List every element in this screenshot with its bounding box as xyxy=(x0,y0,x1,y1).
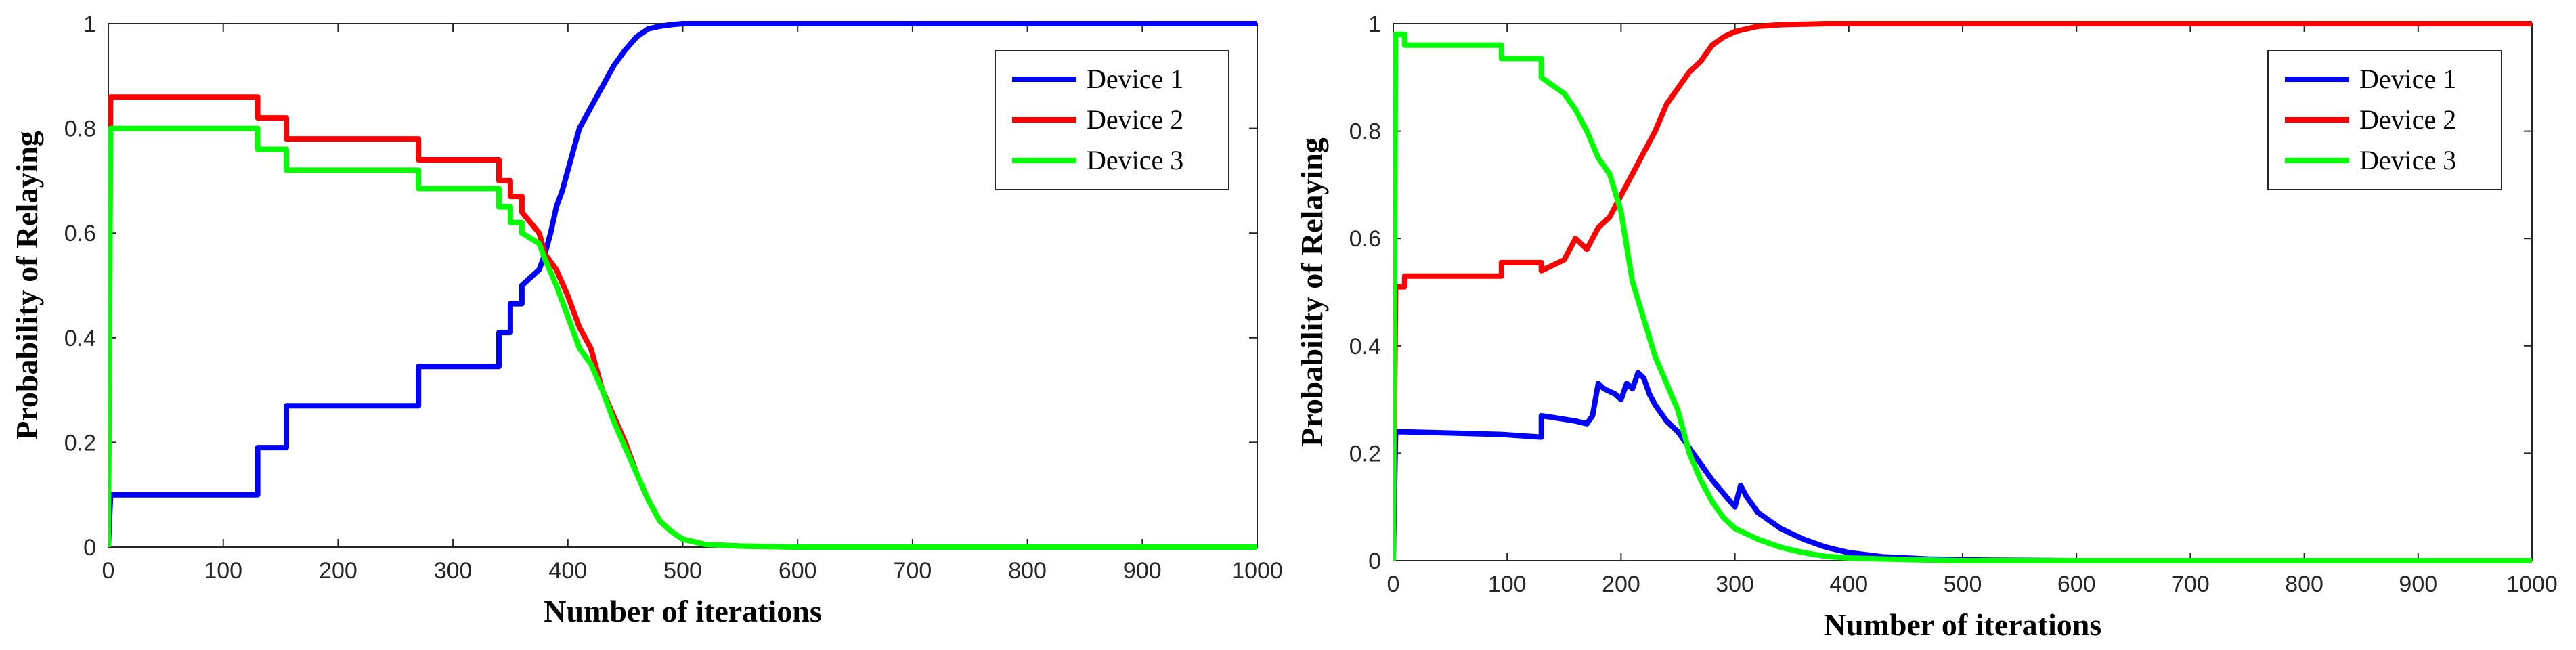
x-tick-label: 900 xyxy=(2399,571,2437,597)
x-tick-label: 0 xyxy=(1387,571,1400,597)
legend-label: Device 2 xyxy=(2359,104,2456,135)
x-tick-label: 200 xyxy=(1602,571,1640,597)
x-tick-label: 200 xyxy=(319,558,357,584)
y-tick-label: 1 xyxy=(83,12,96,37)
x-tick-label: 400 xyxy=(1829,571,1868,597)
y-tick-label: 0.6 xyxy=(64,221,96,246)
x-tick-label: 600 xyxy=(779,558,817,584)
series-line-device-3 xyxy=(108,125,1257,550)
y-tick-label: 0.8 xyxy=(64,116,96,142)
right-chart-panel: 0 100 200 300 400 500 600 700 800 900 1000 0 0.2 0.4 0… xyxy=(1294,12,2558,642)
x-tick-label: 300 xyxy=(434,558,473,584)
x-axis-label: Number of iterations xyxy=(1824,607,2102,642)
y-tick-label: 0 xyxy=(1368,548,1381,574)
x-axis-label: Number of iterations xyxy=(544,594,822,628)
x-tick-label: 1000 xyxy=(2506,571,2558,597)
x-tick-label: 500 xyxy=(1944,571,1982,597)
legend-label: Device 1 xyxy=(2359,64,2456,94)
series-group xyxy=(108,21,1257,550)
y-tick-label: 0.2 xyxy=(1349,441,1381,467)
legend-label: Device 1 xyxy=(1087,64,1183,94)
legend: Device 1 Device 2 Device 3 xyxy=(995,50,1229,190)
y-tick-label: 0 xyxy=(83,535,96,561)
y-tick-label: 0.8 xyxy=(1349,119,1381,145)
series-line-device-3 xyxy=(1393,31,2532,563)
x-tick-label: 100 xyxy=(204,558,242,584)
y-axis-label: Probability of Relaying xyxy=(1294,137,1329,447)
y-tick-label: 0.4 xyxy=(64,326,96,351)
x-tick-label: 700 xyxy=(894,558,932,584)
x-tick-label: 300 xyxy=(1716,571,1754,597)
x-tick-label: 700 xyxy=(2171,571,2210,597)
legend-label: Device 2 xyxy=(1087,104,1183,135)
x-tick-label: 100 xyxy=(1488,571,1527,597)
y-tick-label: 0.2 xyxy=(64,430,96,456)
x-tick-label: 400 xyxy=(548,558,587,584)
x-tick-label: 0 xyxy=(102,558,115,584)
y-tick-label: 0.4 xyxy=(1349,334,1381,360)
x-tick-label: 1000 xyxy=(1231,558,1283,584)
y-tick-label: 1 xyxy=(1368,12,1381,37)
x-tick-label: 600 xyxy=(2057,571,2096,597)
x-tick-label: 900 xyxy=(1123,558,1162,584)
x-tick-label: 500 xyxy=(663,558,702,584)
left-chart-panel: 0 100 200 300 400 500 600 700 800 900 1000 0 0.2 0.4 0… xyxy=(9,12,1283,628)
y-tick-label: 0.6 xyxy=(1349,226,1381,252)
x-tick-label: 800 xyxy=(2285,571,2323,597)
x-tick-label: 800 xyxy=(1008,558,1047,584)
series-group xyxy=(1393,21,2532,563)
series-line-device-2 xyxy=(1393,21,2532,561)
legend: Device 1 Device 2 Device 3 xyxy=(2267,50,2502,190)
y-axis-label: Probability of Relaying xyxy=(9,131,44,440)
legend-label: Device 3 xyxy=(2359,145,2456,175)
legend-label: Device 3 xyxy=(1087,145,1183,175)
series-line-device-1 xyxy=(1393,370,2532,563)
series-line-device-1 xyxy=(108,21,1257,548)
